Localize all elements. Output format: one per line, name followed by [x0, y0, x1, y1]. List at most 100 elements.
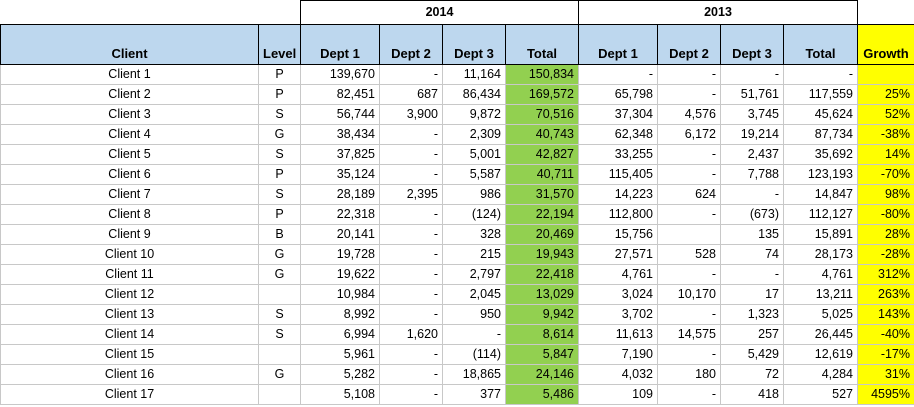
- cell-dept3-2013[interactable]: (673): [720, 204, 784, 225]
- cell-total-2013[interactable]: 14,847: [783, 184, 858, 205]
- header-total-2014[interactable]: Total: [505, 24, 579, 65]
- cell-client[interactable]: Client 2: [0, 84, 259, 105]
- cell-dept2-2014[interactable]: -: [379, 124, 443, 145]
- cell-dept3-2013[interactable]: 51,761: [720, 84, 784, 105]
- cell-growth[interactable]: -40%: [857, 324, 914, 345]
- cell-dept3-2014[interactable]: 950: [442, 304, 506, 325]
- cell-dept2-2013[interactable]: 10,170: [657, 284, 721, 305]
- cell-dept1-2014[interactable]: 10,984: [300, 284, 380, 305]
- cell-total-2013[interactable]: 45,624: [783, 104, 858, 125]
- cell-dept1-2014[interactable]: 8,992: [300, 304, 380, 325]
- cell-dept3-2014[interactable]: 86,434: [442, 84, 506, 105]
- cell-dept3-2013[interactable]: 418: [720, 384, 784, 405]
- cell-dept1-2013[interactable]: -: [578, 64, 658, 85]
- cell-total-2013[interactable]: 117,559: [783, 84, 858, 105]
- cell-client[interactable]: Client 6: [0, 164, 259, 185]
- cell-total-2014[interactable]: 31,570: [505, 184, 579, 205]
- cell-dept3-2014[interactable]: 986: [442, 184, 506, 205]
- cell-dept2-2014[interactable]: 687: [379, 84, 443, 105]
- cell-level[interactable]: P: [258, 84, 301, 105]
- cell-dept2-2013[interactable]: -: [657, 144, 721, 165]
- cell-total-2013[interactable]: 112,127: [783, 204, 858, 225]
- header-client[interactable]: Client: [0, 24, 259, 65]
- cell-client[interactable]: Client 7: [0, 184, 259, 205]
- cell-growth[interactable]: -38%: [857, 124, 914, 145]
- cell-dept3-2013[interactable]: 72: [720, 364, 784, 385]
- cell-dept1-2014[interactable]: 20,141: [300, 224, 380, 245]
- cell-level[interactable]: S: [258, 324, 301, 345]
- header-dept3-2013[interactable]: Dept 3: [720, 24, 784, 65]
- cell-dept3-2013[interactable]: -: [720, 184, 784, 205]
- cell-dept1-2014[interactable]: 139,670: [300, 64, 380, 85]
- cell-dept2-2014[interactable]: -: [379, 204, 443, 225]
- cell-level[interactable]: [258, 344, 301, 365]
- cell-total-2013[interactable]: 4,284: [783, 364, 858, 385]
- cell-dept1-2014[interactable]: 82,451: [300, 84, 380, 105]
- cell-dept2-2014[interactable]: 1,620: [379, 324, 443, 345]
- cell-dept3-2013[interactable]: -: [720, 264, 784, 285]
- cell-growth[interactable]: 14%: [857, 144, 914, 165]
- cell-total-2014[interactable]: 22,418: [505, 264, 579, 285]
- cell-growth[interactable]: 4595%: [857, 384, 914, 405]
- cell-dept1-2013[interactable]: 112,800: [578, 204, 658, 225]
- cell-dept2-2013[interactable]: -: [657, 164, 721, 185]
- cell-dept2-2013[interactable]: 624: [657, 184, 721, 205]
- cell-dept2-2014[interactable]: -: [379, 244, 443, 265]
- cell-dept2-2014[interactable]: -: [379, 64, 443, 85]
- cell-level[interactable]: P: [258, 204, 301, 225]
- cell-client[interactable]: Client 8: [0, 204, 259, 225]
- cell-dept1-2014[interactable]: 5,108: [300, 384, 380, 405]
- header-dept2-2014[interactable]: Dept 2: [379, 24, 443, 65]
- cell-dept3-2013[interactable]: 5,429: [720, 344, 784, 365]
- cell-dept3-2014[interactable]: 9,872: [442, 104, 506, 125]
- cell-total-2014[interactable]: 13,029: [505, 284, 579, 305]
- cell-total-2014[interactable]: 150,834: [505, 64, 579, 85]
- cell-dept3-2014[interactable]: 2,797: [442, 264, 506, 285]
- cell-level[interactable]: [258, 284, 301, 305]
- cell-total-2013[interactable]: 13,211: [783, 284, 858, 305]
- header-dept1-2014[interactable]: Dept 1: [300, 24, 380, 65]
- cell-dept3-2014[interactable]: 215: [442, 244, 506, 265]
- header-dept1-2013[interactable]: Dept 1: [578, 24, 658, 65]
- cell-dept2-2013[interactable]: -: [657, 204, 721, 225]
- cell-dept2-2013[interactable]: -: [657, 64, 721, 85]
- cell-dept3-2014[interactable]: 2,309: [442, 124, 506, 145]
- cell-dept1-2013[interactable]: 14,223: [578, 184, 658, 205]
- cell-dept1-2013[interactable]: 15,756: [578, 224, 658, 245]
- cell-level[interactable]: S: [258, 144, 301, 165]
- cell-client[interactable]: Client 15: [0, 344, 259, 365]
- cell-level[interactable]: G: [258, 124, 301, 145]
- cell-dept1-2014[interactable]: 38,434: [300, 124, 380, 145]
- cell-growth[interactable]: 31%: [857, 364, 914, 385]
- cell-dept2-2013[interactable]: -: [657, 384, 721, 405]
- header-dept3-2014[interactable]: Dept 3: [442, 24, 506, 65]
- cell-client[interactable]: Client 16: [0, 364, 259, 385]
- cell-total-2014[interactable]: 9,942: [505, 304, 579, 325]
- cell-dept1-2013[interactable]: 4,761: [578, 264, 658, 285]
- cell-level[interactable]: S: [258, 184, 301, 205]
- year-2013-cell[interactable]: 2013: [578, 0, 858, 25]
- cell-level[interactable]: B: [258, 224, 301, 245]
- cell-growth[interactable]: 28%: [857, 224, 914, 245]
- cell-dept3-2014[interactable]: 18,865: [442, 364, 506, 385]
- cell-dept1-2014[interactable]: 5,961: [300, 344, 380, 365]
- cell-dept3-2013[interactable]: 135: [720, 224, 784, 245]
- cell-total-2013[interactable]: 12,619: [783, 344, 858, 365]
- cell-growth[interactable]: 143%: [857, 304, 914, 325]
- cell-client[interactable]: Client 12: [0, 284, 259, 305]
- cell-level[interactable]: S: [258, 304, 301, 325]
- cell-dept2-2014[interactable]: -: [379, 264, 443, 285]
- cell-dept1-2014[interactable]: 19,622: [300, 264, 380, 285]
- cell-dept2-2014[interactable]: -: [379, 364, 443, 385]
- cell-total-2013[interactable]: 4,761: [783, 264, 858, 285]
- cell-total-2013[interactable]: -: [783, 64, 858, 85]
- cell-dept3-2014[interactable]: 5,587: [442, 164, 506, 185]
- cell-level[interactable]: [258, 384, 301, 405]
- cell-dept1-2014[interactable]: 6,994: [300, 324, 380, 345]
- cell-total-2014[interactable]: 169,572: [505, 84, 579, 105]
- cell-total-2013[interactable]: 26,445: [783, 324, 858, 345]
- cell-growth[interactable]: -70%: [857, 164, 914, 185]
- cell-dept1-2013[interactable]: 65,798: [578, 84, 658, 105]
- cell-total-2014[interactable]: 8,614: [505, 324, 579, 345]
- cell-dept3-2013[interactable]: 1,323: [720, 304, 784, 325]
